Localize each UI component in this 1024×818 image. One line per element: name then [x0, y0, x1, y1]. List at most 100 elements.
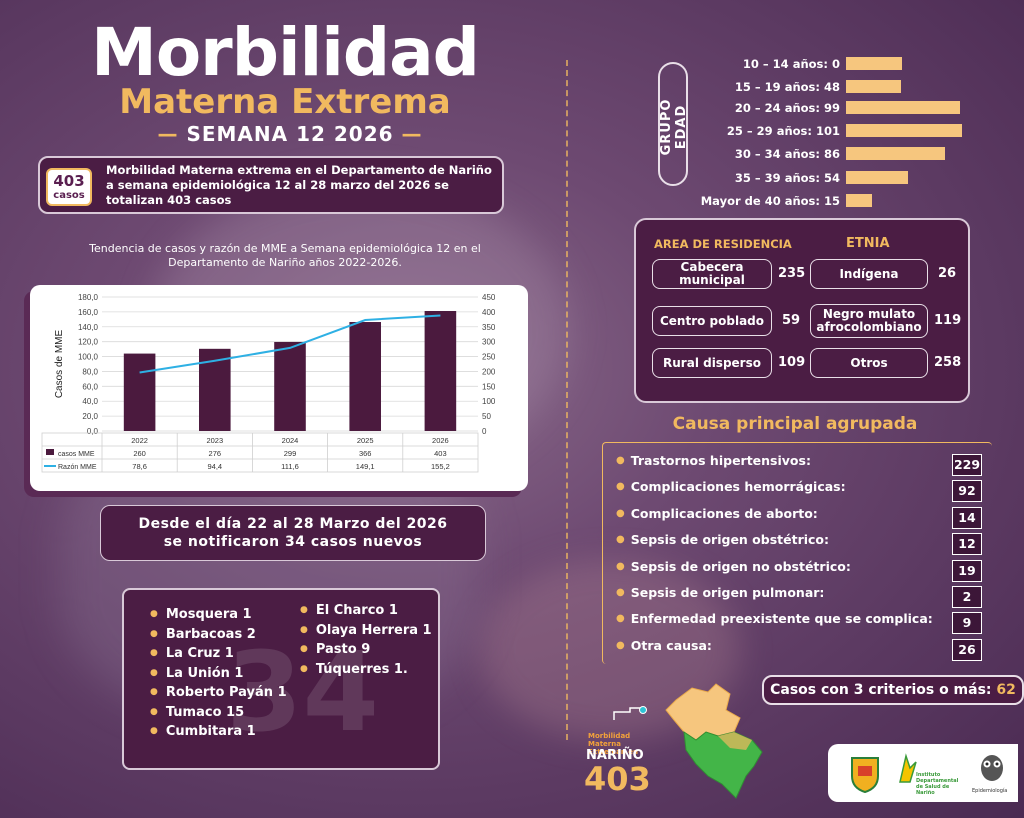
age-bar [846, 124, 962, 137]
y2-tick-label: 350 [482, 323, 496, 332]
y2-tick-label: 50 [482, 412, 491, 421]
y2-tick-label: 0 [482, 427, 487, 436]
residence-heading: AREA DE RESIDENCIA [654, 237, 792, 251]
data-label: 366 [359, 449, 372, 458]
cause-value: 19 [952, 559, 982, 582]
residence-rural-value: 109 [778, 355, 806, 370]
x-tick-label: 2026 [432, 436, 449, 445]
line-series [139, 314, 441, 374]
age-row-label: 15 – 19 años: 48 [734, 80, 840, 94]
residence-cabecera-value: 235 [778, 266, 806, 281]
cause-value: 92 [952, 480, 982, 503]
ethnicity-indigena: Indígena [810, 259, 928, 289]
dashed-divider [566, 60, 568, 740]
data-label: 155,2 [431, 462, 450, 471]
y2-tick-label: 400 [482, 308, 496, 317]
bar [424, 310, 457, 431]
cause-label: Complicaciones hemorrágicas: [616, 479, 846, 494]
institute-logo-text: Instituto Departamental de Salud de Nari… [916, 772, 959, 796]
bar [274, 341, 306, 431]
ethnicity-afro-value: 119 [934, 313, 962, 328]
data-label: 403 [434, 449, 447, 458]
y2-tick-label: 200 [482, 367, 496, 376]
chart-title: Tendencia de casos y razón de MME a Sema… [89, 242, 481, 269]
legend-label: casos MME [58, 451, 95, 458]
cause-label: Complicaciones de aborto: [616, 506, 818, 521]
narino-map-icon [665, 683, 763, 799]
map-region-name: NARIÑO [586, 748, 644, 763]
age-bar [846, 101, 960, 114]
municipality-item: Tumaco 15 [150, 704, 287, 724]
ethnicity-indigena-value: 26 [938, 266, 957, 281]
y2-tick-label: 150 [482, 382, 496, 391]
cause-value: 14 [952, 506, 982, 529]
data-label: 94,4 [207, 462, 222, 471]
age-row-label: 25 – 29 años: 101 [726, 124, 840, 138]
data-label: 149,1 [356, 462, 375, 471]
criteria-label: Casos con 3 criterios o más: [770, 682, 992, 698]
badge-label: casos [53, 190, 85, 201]
ethnicity-otros-value: 258 [934, 355, 962, 370]
summary-box [38, 156, 504, 214]
age-bar [846, 194, 872, 207]
y-axis-label: Casos de MME [54, 329, 65, 398]
cause-value: 9 [952, 612, 982, 635]
causes-title: Causa principal agrupada [672, 414, 918, 434]
trend-chart: 180,0 160,0 140,0 120,0 100,0 80,0 60,0 40,0 20,… [41, 293, 496, 473]
municipality-item: El Charco 1 [300, 602, 432, 622]
data-label: 111,6 [281, 462, 299, 471]
y-tick-label: 40,0 [82, 397, 98, 406]
criteria-value: 62 [996, 682, 1016, 698]
municipality-item: Pasto 9 [300, 641, 432, 661]
y2-tick-label: 250 [482, 353, 496, 362]
new-cases-box: Desde el día 22 al 28 Marzo del 2026 se … [100, 505, 486, 561]
residence-centro-poblado-value: 59 [782, 313, 801, 328]
data-label: 78,6 [132, 462, 147, 471]
y-tick-label: 100,0 [78, 353, 99, 362]
municipality-item: Mosquera 1 [150, 606, 287, 626]
residence-cabecera: Cabecera municipal [652, 259, 772, 289]
residence-centro-poblado: Centro poblado [652, 306, 772, 336]
x-tick-label: 2025 [357, 436, 374, 445]
municipality-item: Cumbitara 1 [150, 723, 287, 743]
age-row-label: 20 – 24 años: 99 [734, 101, 840, 115]
y-tick-label: 0,0 [87, 427, 99, 436]
week-text: SEMANA 12 2026 [186, 122, 394, 146]
map-pointer-icon [613, 706, 647, 720]
institute-logo-icon [899, 753, 917, 783]
age-row-label: 10 – 14 años: 0 [742, 57, 840, 71]
municipality-item: La Cruz 1 [150, 645, 287, 665]
ethnicity-otros: Otros [810, 348, 928, 378]
municipality-item: Olaya Herrera 1 [300, 622, 432, 642]
y2-tick-label: 100 [482, 397, 496, 406]
age-row-label: 35 – 39 años: 54 [734, 171, 840, 185]
ethnicity-heading: ETNIA [846, 236, 890, 251]
cause-value: 229 [952, 454, 982, 476]
sub-title: Materna Extrema [119, 82, 451, 122]
municipality-item: Roberto Payán 1 [150, 684, 287, 704]
new-cases-line1: Desde el día 22 al 28 Marzo del 2026 [138, 516, 448, 532]
y2-tick-label: 450 [482, 293, 496, 302]
data-label: 276 [209, 449, 222, 458]
cause-label: Enfermedad preexistente que se complica: [616, 611, 933, 626]
age-row-label: 30 – 34 años: 86 [734, 147, 840, 161]
y-tick-label: 180,0 [78, 293, 99, 302]
badge-number: 403 [53, 172, 85, 190]
cause-label: Sepsis de origen no obstétrico: [616, 559, 851, 574]
cause-label: Sepsis de origen obstétrico: [616, 532, 829, 547]
cause-value: 2 [952, 586, 982, 608]
cause-label: Trastornos hipertensivos: [616, 453, 811, 468]
residence-ethnicity-box [634, 218, 970, 403]
dash-left: — [157, 122, 187, 146]
age-group-label: GRUPO EDAD [659, 98, 689, 156]
y-tick-label: 60,0 [82, 382, 98, 391]
new-cases-line2: se notificaron 34 casos nuevos [163, 534, 423, 550]
map-small-label: Morbilidad Materna Extreman en [588, 732, 639, 756]
age-row-label: Mayor de 40 años: 15 [700, 194, 840, 208]
week-title: — SEMANA 12 2026 — [140, 122, 440, 146]
age-bar [846, 57, 902, 70]
age-group-frame [658, 62, 688, 186]
data-label: 260 [133, 449, 146, 458]
municipality-item: Túquerres 1. [300, 661, 432, 681]
y-tick-label: 80,0 [82, 367, 98, 376]
